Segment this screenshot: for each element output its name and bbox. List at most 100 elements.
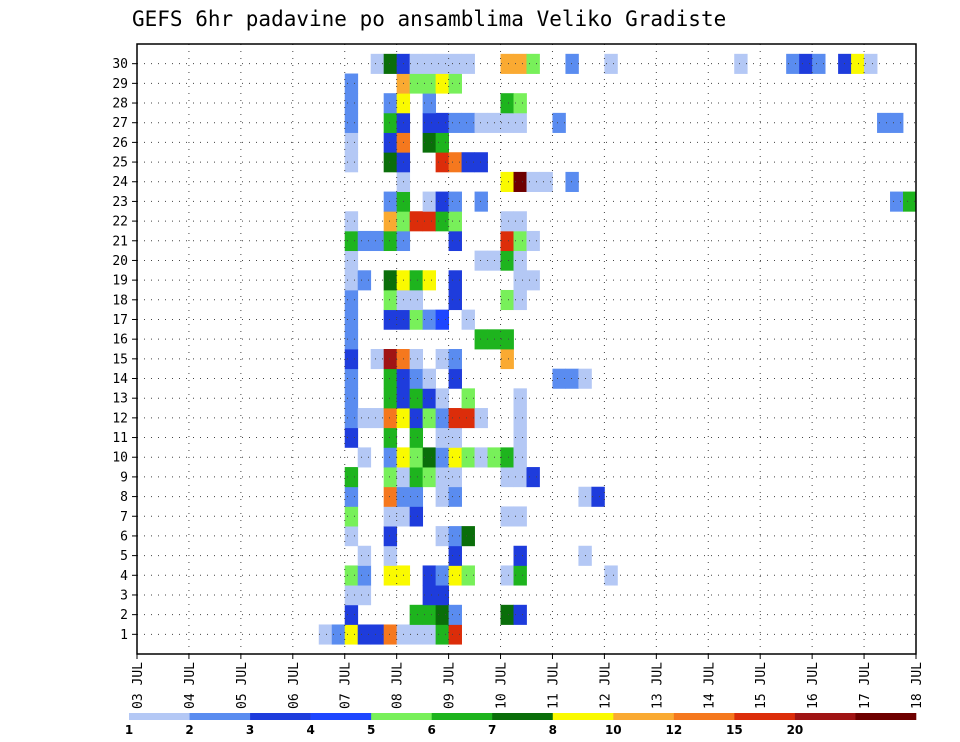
x-tick-label: 15 JUL — [754, 662, 769, 709]
legend-label: 5 — [367, 723, 375, 737]
precip-cell — [435, 211, 449, 232]
precip-cell — [409, 506, 424, 527]
precip-cell — [448, 427, 462, 448]
precip-cell — [448, 368, 462, 389]
precip-cell — [357, 624, 372, 645]
precip-cell — [448, 112, 462, 133]
precip-cell — [422, 565, 437, 586]
legend-swatch — [492, 713, 554, 720]
precip-cell — [383, 624, 398, 645]
precip-cell — [344, 270, 359, 291]
x-tick-label: 07 JUL — [339, 662, 354, 709]
precip-cell — [448, 270, 462, 291]
precip-cell — [422, 132, 437, 153]
y-tick-label: 8 — [120, 490, 128, 505]
precip-cell — [500, 93, 514, 114]
precip-cell — [422, 73, 437, 94]
precip-cell — [344, 289, 359, 311]
precip-cell — [435, 467, 449, 488]
precip-cell — [500, 467, 514, 488]
precip-cell — [344, 624, 359, 645]
legend-label: 8 — [549, 723, 557, 737]
precip-cell — [513, 427, 527, 448]
precip-cell — [448, 191, 462, 212]
precip-cell — [344, 388, 359, 409]
precip-cell — [435, 565, 449, 586]
y-tick-label: 20 — [112, 254, 128, 269]
precip-cell — [448, 604, 462, 625]
x-tick-label: 18 JUL — [910, 662, 925, 709]
precip-cell — [448, 349, 462, 370]
y-tick-label: 9 — [120, 470, 128, 485]
y-tick-label: 21 — [112, 234, 128, 249]
precip-cell — [435, 191, 449, 212]
legend-swatch — [250, 713, 311, 720]
precip-cell — [526, 53, 540, 74]
precip-cell — [344, 408, 359, 429]
legend-swatch — [552, 713, 614, 720]
x-tick-label: 10 JUL — [495, 662, 510, 709]
precip-cell — [383, 467, 398, 488]
y-axis: 1234567891011121314151617181920212223242… — [112, 57, 137, 643]
precip-cell — [461, 408, 475, 429]
precip-cell — [500, 289, 514, 311]
precip-cell — [383, 152, 398, 173]
x-tick-label: 17 JUL — [858, 662, 873, 709]
precip-cell — [461, 388, 475, 409]
y-tick-label: 12 — [112, 411, 128, 426]
precip-cell — [552, 368, 566, 389]
precip-cell — [344, 486, 359, 507]
legend-swatch — [855, 713, 917, 720]
precip-cell — [422, 53, 437, 74]
precip-cell — [383, 388, 398, 409]
y-tick-label: 3 — [120, 588, 128, 603]
precip-cell — [422, 408, 437, 429]
y-tick-label: 11 — [112, 431, 128, 446]
precip-cell — [435, 486, 449, 507]
precip-cell — [370, 53, 385, 74]
precip-cell — [513, 171, 527, 192]
precip-cell — [890, 112, 904, 133]
precip-cell — [448, 152, 462, 173]
x-tick-label: 04 JUL — [183, 662, 198, 709]
precip-cell — [383, 309, 398, 330]
plot-frame — [136, 43, 917, 655]
precip-cell — [500, 53, 514, 74]
y-tick-label: 16 — [112, 333, 128, 348]
x-axis: 03 JUL 04 JUL 05 JUL 06 JUL 07 JUL 08 JUL 09 J… — [131, 654, 925, 709]
color-legend: 1 2 3 4 5 6 7 8 10 12 15 20 — [125, 713, 917, 737]
precip-cell — [383, 211, 398, 232]
y-tick-label: 5 — [120, 549, 128, 564]
y-tick-label: 2 — [120, 608, 128, 623]
precip-cell — [383, 368, 398, 389]
precip-cell — [435, 447, 449, 468]
y-tick-label: 13 — [112, 392, 128, 407]
precip-cell — [526, 467, 540, 488]
precip-cell — [344, 585, 359, 606]
precip-cell — [383, 565, 398, 586]
precip-cell — [474, 152, 488, 173]
precip-cell — [409, 349, 424, 370]
y-tick-label: 18 — [112, 293, 128, 308]
x-tick-label: 03 JUL — [131, 662, 146, 709]
x-tick-label: 11 JUL — [546, 662, 561, 709]
precip-cell — [500, 349, 514, 370]
precip-cell — [344, 93, 359, 114]
y-tick-label: 26 — [112, 136, 128, 151]
precip-cell — [383, 427, 398, 448]
precip-cell — [500, 211, 514, 232]
legend-swatch — [734, 713, 796, 720]
precip-cell — [357, 565, 372, 586]
y-tick-label: 14 — [112, 372, 128, 387]
precip-cell — [422, 309, 437, 330]
precip-cell — [422, 191, 437, 212]
y-tick-label: 30 — [112, 57, 128, 72]
precip-cell — [526, 230, 540, 252]
precip-cell — [344, 152, 359, 173]
precip-cell — [500, 329, 514, 350]
precip-cell — [409, 604, 424, 625]
precip-cell — [448, 545, 462, 566]
precip-cell — [422, 93, 437, 114]
legend-label: 7 — [488, 723, 496, 737]
precip-cell — [409, 486, 424, 507]
